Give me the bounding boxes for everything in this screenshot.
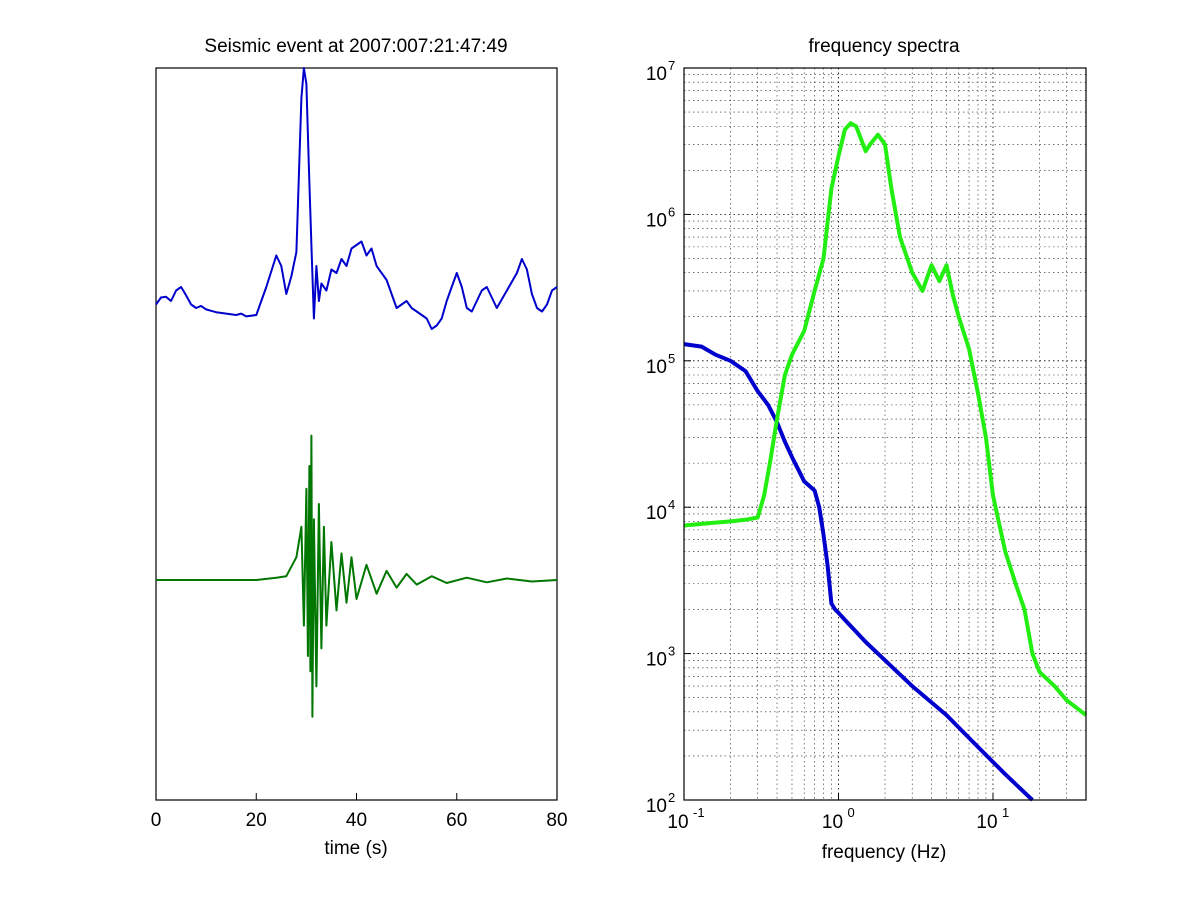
spectra-y-tick-exponent: 5 (668, 351, 675, 366)
spectrum-line-1 (683, 342, 1034, 802)
spectra-y-tick-label: 10 (646, 64, 667, 85)
spectra-grid (683, 67, 1087, 801)
spectra-axes-frame (683, 67, 1087, 801)
seismogram-tick-label: 0 (151, 810, 162, 831)
spectra-x-tick-label: 10 (976, 812, 997, 833)
seismogram-panel: Seismic event at 2007:007:21:47:49 0 20 40… (151, 36, 568, 859)
spectrum-line-2 (683, 121, 1088, 717)
spectra-y-tick-exponent: 3 (668, 644, 675, 659)
spectra-x-tick-exponent: 1 (1002, 805, 1009, 820)
seismogram-axes-frame (155, 67, 558, 801)
spectra-y-tick-exponent: 6 (668, 204, 675, 219)
spectra-x-tick-label: 10 (822, 812, 843, 833)
spectra-x-tick-exponent: -1 (693, 805, 705, 820)
spectra-y-tick-label: 10 (646, 503, 667, 524)
spectra-xlabel: frequency (Hz) (822, 842, 947, 863)
seismogram-x-ticks: 0 20 40 60 80 (151, 793, 568, 831)
spectra-y-tick-exponent: 2 (668, 790, 675, 805)
spectra-y-tick-exponent: 4 (668, 497, 675, 512)
spectra-y-tick-label: 10 (646, 650, 667, 671)
spectra-x-ticks: 10 -1 10 0 10 1 (667, 793, 1009, 833)
spectra-y-tick-exponent: 7 (668, 58, 675, 73)
seismogram-tick-label: 40 (346, 810, 367, 831)
seismogram-xlabel: time (s) (324, 838, 387, 859)
seismogram-tick-label: 60 (446, 810, 467, 831)
spectra-x-tick-label: 10 (667, 812, 688, 833)
seismogram-series (155, 67, 558, 718)
spectra-x-tick-exponent: 0 (847, 805, 854, 820)
seismogram-trace-1 (155, 67, 558, 330)
spectra-series (683, 121, 1088, 802)
spectra-y-tick-label: 10 (646, 796, 667, 817)
spectra-title: frequency spectra (808, 36, 959, 57)
seismogram-trace-2 (156, 434, 558, 718)
spectra-y-tick-label: 10 (646, 210, 667, 231)
seismogram-tick-label: 20 (246, 810, 267, 831)
seismogram-tick-label: 80 (546, 810, 567, 831)
spectra-y-tick-label: 10 (646, 357, 667, 378)
seismogram-title: Seismic event at 2007:007:21:47:49 (204, 36, 507, 57)
